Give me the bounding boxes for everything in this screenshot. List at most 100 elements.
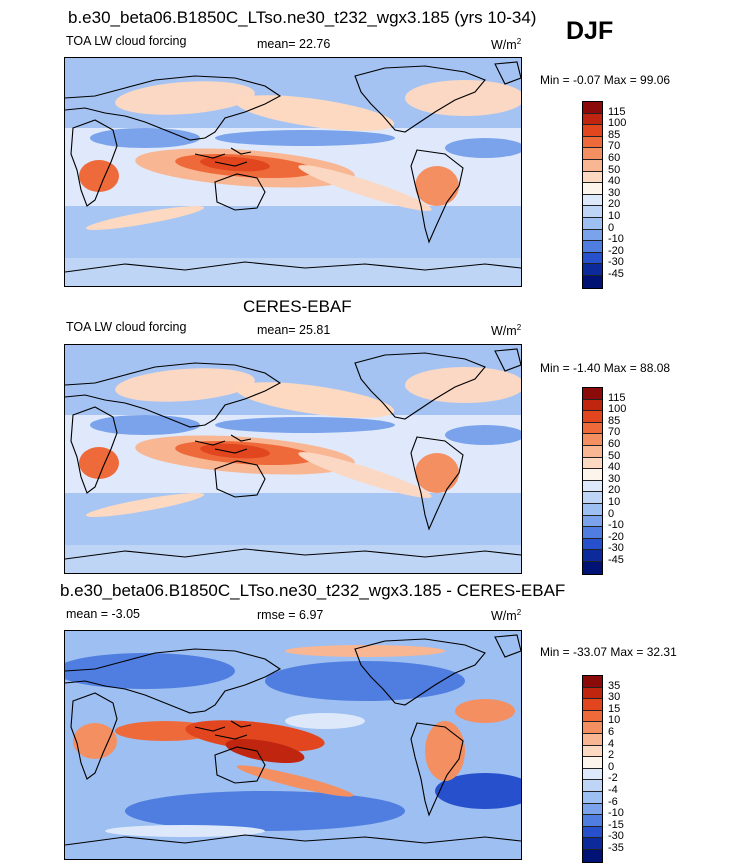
colorbar-box <box>583 710 602 723</box>
panel1-colorbar <box>582 101 603 289</box>
colorbar-tick-label: -30 <box>608 256 624 269</box>
colorbar-box <box>583 768 602 781</box>
colorbar-box <box>583 136 602 149</box>
colorbar-box <box>583 757 602 769</box>
colorbar-tick-label: 10 <box>608 496 621 508</box>
colorbar-tick-label: 70 <box>608 140 621 153</box>
colorbar-tick-label: -4 <box>608 784 618 796</box>
colorbar-tick-label: -20 <box>608 530 624 543</box>
colorbar-box <box>583 159 602 172</box>
colorbar-tick-label: 2 <box>608 749 615 762</box>
panel1-title: b.e30_beta06.B1850C_LTso.ne30_t232_wgx3.… <box>68 8 537 27</box>
colorbar-tick-label: 115 <box>608 391 626 404</box>
colorbar-tick-label: 50 <box>608 163 621 176</box>
panel3-minmax: Min = -33.07 Max = 32.31 <box>540 645 677 659</box>
colorbar-tick-label: 85 <box>608 414 621 427</box>
colorbar-tick-label: 15 <box>608 702 621 715</box>
colorbar-tick-label: 30 <box>608 186 621 199</box>
colorbar-tick-label: -10 <box>608 807 624 820</box>
panel3-title: b.e30_beta06.B1850C_LTso.ne30_t232_wgx3.… <box>60 581 566 600</box>
colorbar-tick-label: 20 <box>608 484 621 497</box>
colorbar-box <box>583 699 602 711</box>
colorbar-box <box>583 815 602 827</box>
colorbar-tick-label: 0 <box>608 760 615 773</box>
colorbar-box <box>583 687 602 700</box>
colorbar-box <box>583 148 602 160</box>
colorbar-tick-label: -20 <box>608 244 624 257</box>
panel3-colorbar <box>582 675 603 863</box>
panel1-units: W/m2 <box>491 37 522 53</box>
colorbar-box <box>583 838 602 850</box>
colorbar-box <box>583 745 602 758</box>
panel1-minmax: Min = -0.07 Max = 99.06 <box>540 73 671 87</box>
colorbar-tick-label: 35 <box>608 679 621 692</box>
panel3-units: W/m2 <box>491 608 522 624</box>
panel2-map <box>64 344 522 574</box>
panel2-units: W/m2 <box>491 323 522 339</box>
colorbar-tick-label: 10 <box>608 714 621 727</box>
colorbar-box <box>583 229 602 242</box>
colorbar-box <box>583 217 602 230</box>
season-label: DJF <box>566 17 614 45</box>
colorbar-tick-label: -45 <box>608 554 624 566</box>
colorbar-box <box>583 469 602 481</box>
colorbar-box <box>583 275 602 288</box>
colorbar-tick-label: 60 <box>608 152 621 164</box>
colorbar-box <box>583 733 602 746</box>
colorbar-tick-label: 0 <box>608 507 615 520</box>
colorbar-tick-label: -15 <box>608 818 624 831</box>
panel2-colorbar <box>582 387 603 575</box>
colorbar-box <box>583 388 602 400</box>
colorbar-box <box>583 422 602 435</box>
colorbar-box <box>583 113 602 126</box>
colorbar-tick-label: 20 <box>608 198 621 211</box>
panel2-mean-label: mean= 25.81 <box>257 323 331 337</box>
colorbar-box <box>583 676 602 688</box>
colorbar-tick-label: -2 <box>608 772 618 785</box>
panel1-mean-label: mean= 22.76 <box>257 37 331 51</box>
colorbar-tick-label: 30 <box>608 472 621 485</box>
colorbar-box <box>583 241 602 253</box>
colorbar-box <box>583 527 602 539</box>
colorbar-tick-label: -35 <box>608 842 624 854</box>
colorbar-tick-label: -30 <box>608 542 624 555</box>
colorbar-box <box>583 264 602 276</box>
panel2-variable-label: TOA LW cloud forcing <box>66 320 187 334</box>
colorbar-box <box>583 434 602 446</box>
colorbar-tick-label: 60 <box>608 438 621 450</box>
colorbar-box <box>583 561 602 574</box>
colorbar-box <box>583 411 602 423</box>
colorbar-tick-label: 6 <box>608 726 615 738</box>
panel2-title: CERES-EBAF <box>243 297 352 316</box>
colorbar-box <box>583 125 602 137</box>
colorbar-box <box>583 538 602 551</box>
colorbar-tick-label: 4 <box>608 737 615 750</box>
colorbar-tick-label: 10 <box>608 210 621 222</box>
colorbar-box <box>583 722 602 734</box>
colorbar-tick-label: 30 <box>608 691 621 704</box>
colorbar-box <box>583 550 602 562</box>
colorbar-tick-label: -30 <box>608 830 624 843</box>
panel3-mean-label: mean = -3.05 <box>66 607 141 621</box>
colorbar-tick-label: -6 <box>608 795 618 808</box>
colorbar-tick-label: 100 <box>608 403 627 416</box>
colorbar-box <box>583 803 602 816</box>
colorbar-tick-label: 70 <box>608 426 621 439</box>
colorbar-tick-label: 100 <box>608 117 627 130</box>
colorbar-box <box>583 480 602 493</box>
colorbar-tick-label: -10 <box>608 519 624 532</box>
panel1-map <box>64 57 522 287</box>
colorbar-box <box>583 102 602 114</box>
colorbar-tick-label: 40 <box>608 175 621 188</box>
colorbar-box <box>583 849 602 862</box>
colorbar-box <box>583 791 602 804</box>
colorbar-box <box>583 515 602 528</box>
colorbar-box <box>583 252 602 265</box>
colorbar-box <box>583 503 602 516</box>
colorbar-tick-label: -45 <box>608 268 624 280</box>
colorbar-box <box>583 445 602 458</box>
colorbar-box <box>583 780 602 792</box>
colorbar-box <box>583 399 602 412</box>
colorbar-tick-label: 0 <box>608 221 615 234</box>
colorbar-tick-label: -10 <box>608 233 624 246</box>
